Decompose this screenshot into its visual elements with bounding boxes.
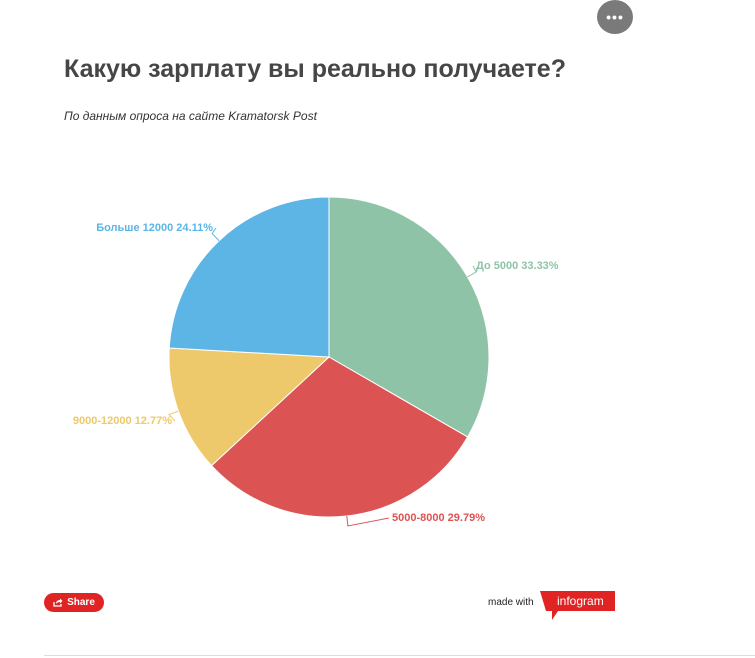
more-options-button[interactable]: ••• bbox=[597, 0, 633, 34]
share-icon bbox=[53, 598, 63, 607]
leader-line bbox=[168, 410, 179, 422]
pie-slice[interactable] bbox=[210, 356, 469, 518]
leader-line bbox=[346, 515, 390, 527]
bottom-divider bbox=[44, 655, 755, 656]
pie-slice[interactable] bbox=[168, 347, 331, 467]
infogram-logo[interactable]: infogram bbox=[540, 591, 615, 620]
share-label: Share bbox=[67, 597, 95, 608]
pie-slice[interactable] bbox=[168, 196, 330, 358]
leader-line bbox=[211, 227, 220, 242]
share-button[interactable]: Share bbox=[44, 593, 104, 612]
made-with-text: made with bbox=[488, 597, 534, 608]
chart-title: Какую зарплату вы реально получаете? bbox=[64, 55, 566, 83]
chart-subtitle: По данным опроса на сайте Kramatorsk Pos… bbox=[64, 109, 317, 123]
slice-label: 5000-8000 29.79% bbox=[392, 512, 485, 524]
slice-label: До 5000 33.33% bbox=[476, 260, 559, 272]
infogram-brand-text: infogram bbox=[557, 594, 604, 608]
slice-label: 9000-12000 12.77% bbox=[73, 415, 172, 427]
more-options-icon: ••• bbox=[606, 9, 624, 25]
leader-line bbox=[467, 265, 477, 278]
slice-label: Больше 12000 24.11% bbox=[96, 222, 213, 234]
